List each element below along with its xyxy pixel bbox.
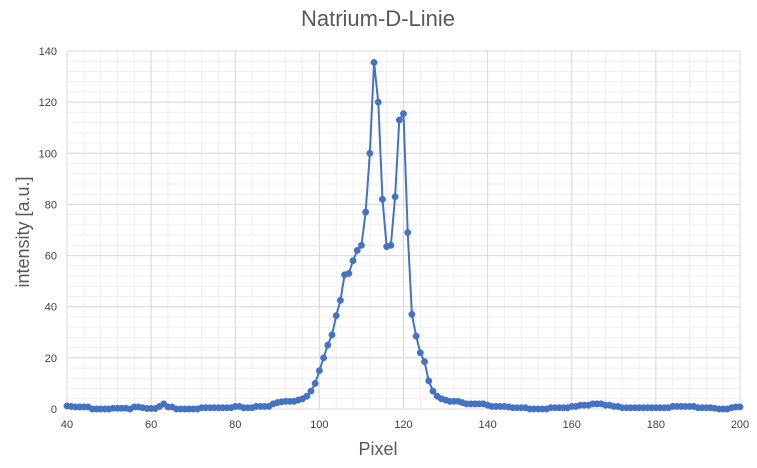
data-point — [349, 257, 357, 265]
data-point — [408, 310, 416, 318]
x-tick-label: 60 — [145, 419, 157, 431]
x-tick-label: 80 — [229, 419, 241, 431]
data-point — [332, 312, 340, 320]
y-tick-label: 120 — [39, 97, 57, 109]
data-point — [315, 367, 323, 375]
data-point — [421, 358, 428, 366]
data-series — [63, 59, 744, 413]
data-point — [374, 98, 382, 106]
y-axis-title: intensity [a.u.] — [13, 176, 33, 287]
y-tick-label: 60 — [45, 251, 57, 263]
data-point — [345, 270, 353, 277]
data-point — [736, 403, 744, 411]
data-point — [303, 392, 311, 400]
data-point — [429, 387, 437, 395]
data-point — [387, 241, 395, 249]
x-tick-label: 140 — [478, 419, 496, 431]
axes: 40 60 80 100 120 140 160 180 200 0 20 40 60 80 100 120 1… — [39, 46, 750, 431]
data-point — [400, 110, 407, 118]
x-tick-label: 200 — [731, 419, 749, 431]
data-point — [370, 59, 378, 66]
data-point — [379, 195, 386, 203]
data-point — [324, 341, 332, 349]
data-point — [328, 331, 336, 339]
y-tick-label: 140 — [39, 46, 57, 58]
data-point — [404, 229, 412, 237]
y-tick-label: 20 — [45, 353, 57, 365]
data-point — [362, 208, 370, 216]
data-point — [395, 116, 403, 124]
grid-lines — [66, 50, 741, 410]
x-tick-label: 160 — [563, 419, 581, 431]
data-point — [336, 296, 344, 304]
data-point — [425, 377, 433, 385]
data-point — [311, 379, 319, 387]
data-point — [307, 387, 315, 395]
x-tick-label: 100 — [310, 419, 328, 431]
x-tick-label: 180 — [647, 419, 665, 431]
x-tick-label: 120 — [394, 419, 412, 431]
data-point — [357, 241, 365, 249]
y-tick-label: 80 — [45, 199, 57, 211]
data-point — [353, 247, 361, 254]
data-point — [416, 349, 424, 357]
chart-title: Natrium-D-Linie — [301, 6, 455, 31]
x-axis-title: Pixel — [358, 439, 397, 459]
y-tick-label: 0 — [51, 404, 57, 416]
data-point — [320, 354, 328, 362]
y-tick-label: 100 — [39, 148, 57, 160]
data-point — [412, 332, 420, 340]
y-tick-label: 40 — [45, 302, 57, 314]
x-tick-label: 40 — [61, 419, 73, 431]
data-point — [366, 149, 374, 157]
data-point — [391, 193, 399, 201]
